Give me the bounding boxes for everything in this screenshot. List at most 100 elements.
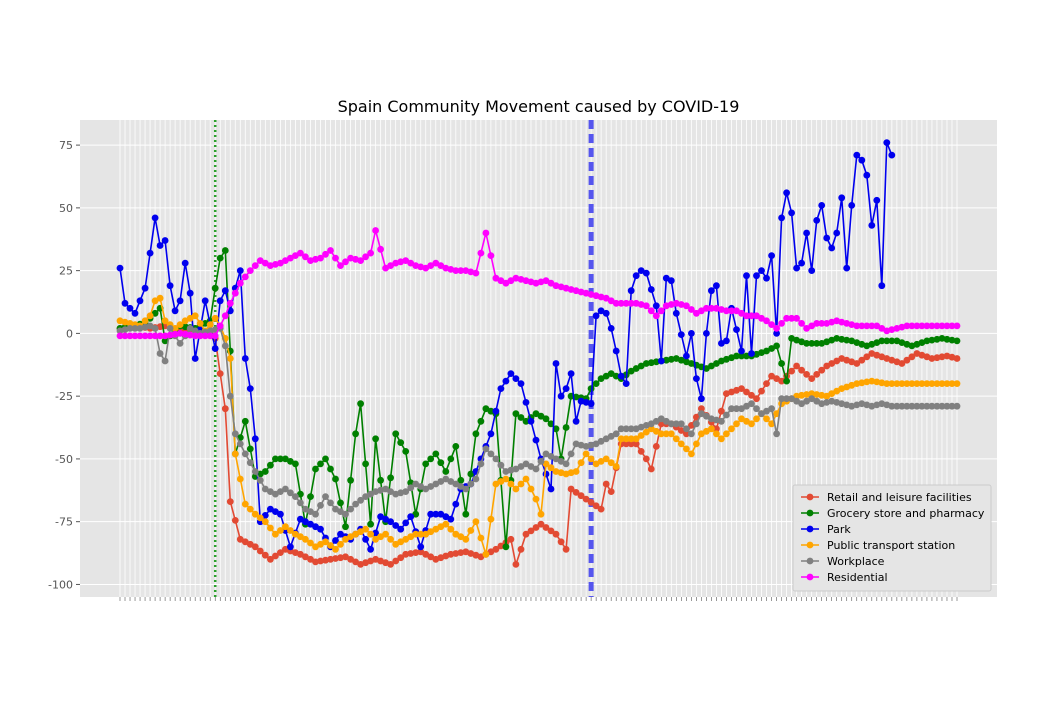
data-point xyxy=(647,286,655,293)
data-point xyxy=(908,322,916,330)
data-point xyxy=(272,508,279,515)
data-point xyxy=(332,555,339,562)
data-point xyxy=(552,530,560,538)
data-point xyxy=(332,537,339,544)
data-point xyxy=(773,430,780,438)
data-point xyxy=(512,410,520,418)
data-point xyxy=(216,322,224,330)
data-point xyxy=(492,407,500,415)
y-tick-label: 75 xyxy=(59,139,73,152)
data-point xyxy=(447,550,455,558)
data-point xyxy=(848,337,856,345)
data-point xyxy=(487,450,495,458)
data-point xyxy=(597,307,605,315)
data-point xyxy=(497,542,505,550)
data-point xyxy=(176,297,184,305)
legend-swatch-marker xyxy=(806,541,814,549)
data-point xyxy=(728,307,735,315)
data-point xyxy=(317,502,324,509)
data-point xyxy=(442,468,450,475)
data-point xyxy=(302,535,309,543)
data-point xyxy=(422,460,430,468)
data-point xyxy=(723,430,730,438)
data-point xyxy=(843,336,851,344)
data-point xyxy=(342,535,349,543)
data-point xyxy=(347,505,354,513)
data-point xyxy=(808,340,816,347)
data-point xyxy=(788,314,795,322)
data-point xyxy=(146,312,154,320)
data-point xyxy=(327,247,334,254)
data-point xyxy=(161,332,169,340)
data-point xyxy=(402,488,410,495)
data-point xyxy=(116,332,124,340)
data-point xyxy=(592,440,600,448)
data-point xyxy=(342,553,349,561)
data-point xyxy=(677,420,685,428)
data-point xyxy=(567,485,575,493)
data-point xyxy=(622,380,630,387)
data-point xyxy=(748,350,755,357)
data-point xyxy=(307,508,314,515)
data-point xyxy=(512,274,520,282)
data-point xyxy=(186,289,194,297)
data-point xyxy=(141,284,149,292)
data-point xyxy=(136,325,144,332)
data-point xyxy=(427,262,435,269)
data-point xyxy=(607,325,615,332)
data-point xyxy=(236,440,244,448)
data-point xyxy=(693,420,700,428)
data-point xyxy=(477,417,485,425)
data-point xyxy=(778,320,785,327)
data-point xyxy=(552,468,560,475)
data-point xyxy=(532,495,540,503)
data-point xyxy=(632,272,640,280)
data-point xyxy=(928,380,936,387)
data-point xyxy=(913,402,921,410)
series-4 xyxy=(116,322,961,518)
data-point xyxy=(126,325,134,332)
data-point xyxy=(708,304,715,312)
data-point xyxy=(893,380,901,387)
data-point xyxy=(888,402,896,410)
data-point xyxy=(612,430,620,438)
data-point xyxy=(206,332,214,340)
data-point xyxy=(492,455,500,463)
data-point xyxy=(256,514,264,522)
data-point xyxy=(522,399,530,406)
data-point xyxy=(642,269,650,277)
data-point xyxy=(883,380,891,387)
data-point xyxy=(637,432,645,439)
data-point xyxy=(622,440,630,448)
data-point xyxy=(332,475,339,483)
data-point xyxy=(527,527,535,535)
data-point xyxy=(211,314,219,322)
data-point xyxy=(703,330,710,337)
data-point xyxy=(843,264,851,272)
data-point xyxy=(582,450,590,458)
data-point xyxy=(577,459,585,467)
data-point xyxy=(918,402,926,410)
data-point xyxy=(612,463,620,470)
data-point xyxy=(662,430,670,438)
data-point xyxy=(647,307,655,315)
data-point xyxy=(517,545,525,553)
data-point xyxy=(256,547,264,555)
data-point xyxy=(437,459,445,467)
data-point xyxy=(452,500,460,508)
data-point xyxy=(387,262,394,269)
data-point xyxy=(703,412,710,420)
data-point xyxy=(828,244,836,252)
data-point xyxy=(427,553,435,561)
data-point xyxy=(226,498,234,505)
data-point xyxy=(472,269,480,277)
data-point xyxy=(327,499,334,507)
data-point xyxy=(602,294,610,302)
data-point xyxy=(572,468,580,475)
data-point xyxy=(617,435,625,443)
data-point xyxy=(277,549,284,556)
data-point xyxy=(647,465,655,473)
data-point xyxy=(332,254,339,262)
data-point xyxy=(407,513,415,521)
legend-item: Park xyxy=(801,523,851,536)
